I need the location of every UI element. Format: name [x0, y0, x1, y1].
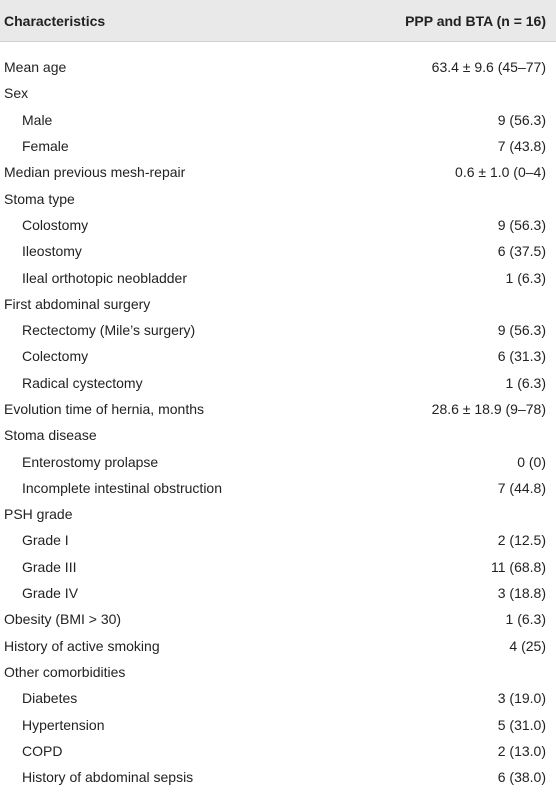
row-label: Rectectomy (Mile’s surgery): [22, 322, 196, 339]
table-body: Mean age 63.4 ± 9.6 (45–77) Sex Male 9 (56.3…: [0, 42, 556, 790]
row-value: 6 (31.3): [497, 348, 546, 365]
table-row: Grade I 2 (12.5): [0, 527, 556, 553]
row-value: 63.4 ± 9.6 (45–77): [431, 59, 546, 76]
header-row: Characteristics PPP and BTA (n = 16): [0, 0, 556, 42]
row-label: Median previous mesh-repair: [4, 164, 186, 181]
row-label: Hypertension: [22, 716, 105, 733]
row-label: PSH grade: [4, 506, 73, 523]
row-label: First abdominal surgery: [4, 295, 151, 312]
table-row: Obesity (BMI > 30) 1 (6.3): [0, 606, 556, 632]
row-label: Stoma disease: [4, 427, 97, 444]
row-value: 11 (68.8): [491, 558, 546, 575]
table-row: Median previous mesh-repair 0.6 ± 1.0 (0–…: [0, 159, 556, 185]
row-label: Male: [22, 111, 53, 128]
table-row: History of active smoking 4 (25): [0, 633, 556, 659]
row-value: 9 (56.3): [497, 322, 546, 339]
row-label: Incomplete intestinal obstruction: [22, 479, 222, 496]
table-row: Female 7 (43.8): [0, 133, 556, 159]
table-row: Incomplete intestinal obstruction 7 (44.8…: [0, 475, 556, 501]
row-label: Grade I: [22, 532, 69, 549]
row-label: Sex: [4, 85, 29, 102]
table-row: Rectectomy (Mile’s surgery) 9 (56.3): [0, 317, 556, 343]
row-value: 7 (43.8): [497, 138, 546, 155]
row-value: 5 (31.0): [497, 716, 546, 733]
row-label: Evolution time of hernia, months: [4, 401, 204, 417]
table-row: Male 9 (56.3): [0, 107, 556, 133]
table-row: Mean age 63.4 ± 9.6 (45–77): [0, 54, 556, 80]
row-label: COPD: [22, 742, 63, 759]
row-label: Stoma type: [4, 190, 75, 207]
row-value: 7 (44.8): [497, 479, 546, 496]
table-row: Ileal orthotopic neobladder 1 (6.3): [0, 264, 556, 290]
row-value: 2 (13.0): [497, 742, 546, 759]
row-label: Colostomy: [22, 216, 89, 233]
table-row: Radical cystectomy 1 (6.3): [0, 370, 556, 396]
row-value: 1 (6.3): [505, 374, 546, 391]
table-row: Enterostomy prolapse 0 (0): [0, 448, 556, 474]
table-row: Ileostomy 6 (37.5): [0, 238, 556, 264]
row-value: 4 (25): [509, 637, 546, 654]
row-value: 28.6 ± 18.9 (9–78): [431, 401, 546, 417]
row-value: 3 (18.8): [497, 585, 546, 602]
table-row: Stoma type: [0, 185, 556, 211]
row-label: Obesity (BMI > 30): [4, 611, 122, 628]
table-row: Grade III 11 (68.8): [0, 554, 556, 580]
row-value: 0 (0): [517, 453, 546, 470]
header-cell: PPP and BTA (n = 16): [405, 12, 546, 29]
table-row: First abdominal surgery: [0, 291, 556, 317]
table-row: Evolution time of hernia, months 28.6 ± 1…: [0, 396, 556, 422]
table-row: COPD 2 (13.0): [0, 738, 556, 764]
row-label: Radical cystectomy: [22, 374, 143, 391]
table-row: Grade IV 3 (18.8): [0, 580, 556, 606]
row-value: 2 (12.5): [497, 532, 546, 549]
row-value: 6 (38.0): [497, 769, 546, 786]
row-value: 0.6 ± 1.0 (0–4): [455, 164, 546, 181]
row-value: 9 (56.3): [497, 216, 546, 233]
table-row: Diabetes 3 (19.0): [0, 685, 556, 711]
row-label: Ileal orthotopic neobladder: [22, 269, 188, 286]
row-label: Colectomy: [22, 348, 89, 365]
row-value: 9 (56.3): [497, 111, 546, 128]
row-label: History of abdominal sepsis: [22, 769, 194, 786]
row-label: Diabetes: [22, 690, 78, 707]
row-label: Grade IV: [22, 585, 79, 602]
row-label: Ileostomy: [22, 243, 82, 260]
row-label: Other comorbidities: [4, 663, 126, 680]
table-row: Colectomy 6 (31.3): [0, 343, 556, 369]
header-cell: Characteristics: [4, 12, 106, 29]
row-value: 6 (37.5): [497, 243, 546, 260]
row-label: Enterostomy prolapse: [22, 453, 159, 470]
table-row: Colostomy 9 (56.3): [0, 212, 556, 238]
row-label: Mean age: [4, 59, 67, 76]
row-value: 1 (6.3): [505, 269, 546, 286]
row-label: History of active smoking: [4, 637, 160, 654]
table-row: PSH grade: [0, 501, 556, 527]
row-label: Female: [22, 138, 69, 155]
table-row: Sex: [0, 80, 556, 106]
table-row: Stoma disease: [0, 422, 556, 448]
table-row: Hypertension 5 (31.0): [0, 711, 556, 737]
row-value: 3 (19.0): [497, 690, 546, 707]
row-value: 1 (6.3): [505, 611, 546, 628]
row-label: Grade III: [22, 558, 77, 575]
table-row: Other comorbidities: [0, 659, 556, 685]
table-row: History of abdominal sepsis 6 (38.0): [0, 764, 556, 790]
